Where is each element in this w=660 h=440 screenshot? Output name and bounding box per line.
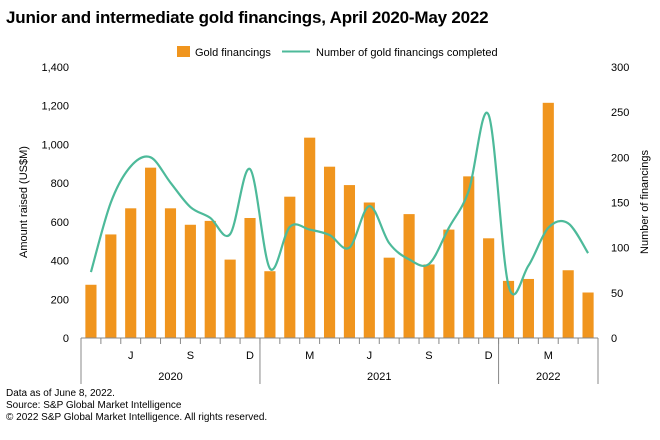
- bar: [343, 185, 356, 338]
- chart-title: Junior and intermediate gold financings,…: [6, 8, 489, 27]
- bar: [323, 166, 336, 338]
- x-tick-label: M: [305, 350, 314, 362]
- bar: [184, 224, 196, 338]
- bar: [105, 234, 117, 338]
- x-year-label: 2022: [536, 371, 560, 383]
- bar: [582, 292, 594, 338]
- bar: [224, 259, 236, 338]
- footer-source: Source: S&P Global Market Intelligence: [6, 400, 182, 411]
- legend-label-line: Number of gold financings completed: [316, 47, 498, 59]
- y-tick-label-right: 150: [611, 198, 629, 210]
- x-tick-label: J: [128, 350, 134, 362]
- bar: [284, 196, 296, 338]
- bar: [383, 257, 395, 338]
- bar: [164, 208, 177, 338]
- y-tick-label-right: 300: [611, 62, 629, 74]
- bar: [502, 280, 515, 338]
- y-tick-label-left: 0: [63, 333, 69, 345]
- y-tick-label-right: 200: [611, 152, 629, 164]
- footer: Data as of June 8, 2022. Source: S&P Glo…: [6, 388, 267, 424]
- y-tick-label-left: 600: [51, 217, 69, 229]
- y-tick-label-left: 800: [51, 178, 69, 190]
- legend: Gold financings Number of gold financing…: [177, 46, 498, 59]
- y-tick-label-right: 100: [611, 243, 629, 255]
- bar: [522, 278, 534, 338]
- bar: [204, 220, 216, 338]
- x-year-label: 2021: [367, 371, 391, 383]
- y-tick-label-right: 250: [611, 107, 629, 119]
- bar: [304, 137, 316, 338]
- y-tick-label-left: 1,400: [41, 62, 69, 74]
- bar: [423, 264, 435, 338]
- y-tick-label-left: 200: [51, 294, 69, 306]
- x-year-label: 2020: [158, 371, 182, 383]
- bar: [363, 202, 375, 338]
- x-axis: J S D M J S D M 2020 2021 2022: [80, 337, 599, 384]
- bar: [443, 229, 455, 338]
- y-tick-label-right: 0: [611, 333, 617, 345]
- line-series: [89, 111, 589, 296]
- y-tick-label-left: 1,000: [41, 139, 69, 151]
- bar: [145, 167, 157, 338]
- bar: [403, 214, 415, 338]
- y-axis-left: 0 200 400 600 800 1,000 1,200 1,400: [41, 62, 69, 345]
- legend-label-bar: Gold financings: [195, 47, 271, 59]
- bar: [542, 102, 554, 338]
- x-tick-label: M: [544, 350, 553, 362]
- y-axis-label-right: Number of financings: [639, 150, 651, 254]
- bar: [562, 270, 574, 338]
- y-tick-label-left: 1,200: [41, 101, 69, 113]
- chart: Gold financings Number of gold financing…: [18, 46, 651, 384]
- x-tick-label: J: [367, 350, 373, 362]
- x-tick-label: D: [246, 350, 254, 362]
- y-axis-label-left: Amount raised (US$M): [18, 146, 30, 258]
- bar: [463, 176, 475, 338]
- bar: [85, 284, 97, 338]
- bar: [264, 271, 276, 338]
- bar: [125, 208, 137, 338]
- y-axis-right: 0 50 100 150 200 250 300: [611, 62, 629, 345]
- bar-series: [85, 102, 594, 338]
- footer-note: Data as of June 8, 2022.: [6, 388, 115, 399]
- x-tick-label: D: [485, 350, 493, 362]
- bar: [483, 238, 495, 338]
- footer-copyright: © 2022 S&P Global Market Intelligence. A…: [6, 412, 268, 423]
- y-tick-label-right: 50: [611, 288, 623, 300]
- x-tick-label: S: [187, 350, 194, 362]
- bar: [244, 217, 256, 338]
- y-tick-label-left: 400: [51, 256, 69, 268]
- legend-swatch-bar: [177, 46, 190, 57]
- x-tick-label: S: [425, 350, 432, 362]
